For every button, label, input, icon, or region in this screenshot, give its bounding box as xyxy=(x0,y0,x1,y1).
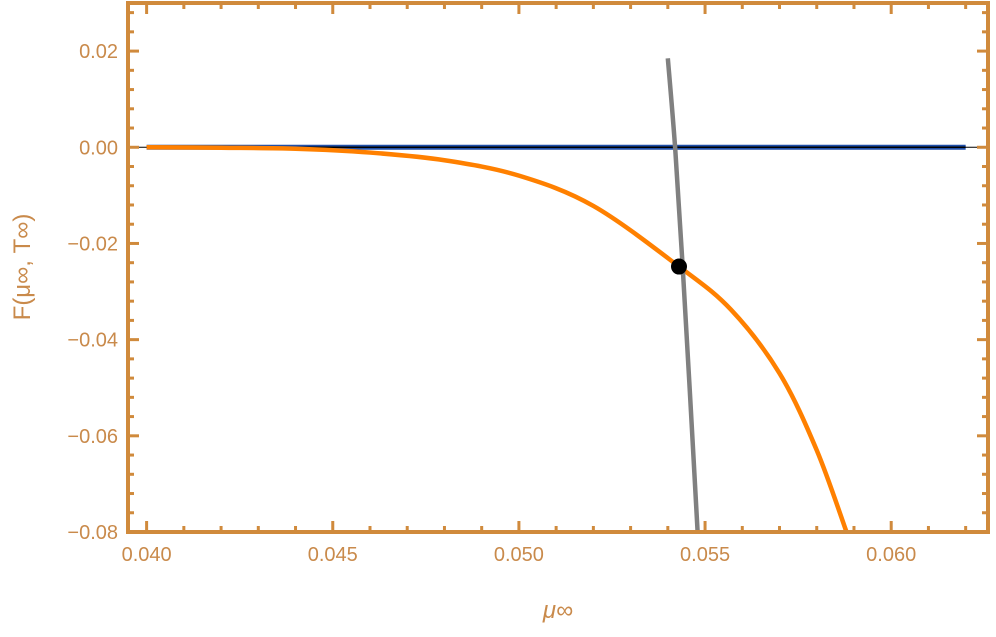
y-tick-label: −0.02 xyxy=(67,233,118,255)
plot-frame xyxy=(126,1,990,534)
x-tick-label: 0.055 xyxy=(680,544,730,566)
intersection-point xyxy=(670,258,687,275)
y-tick-label: −0.06 xyxy=(67,426,118,448)
x-tick-label: 0.045 xyxy=(308,544,358,566)
y-tick-label: 0.02 xyxy=(79,41,118,63)
y-axis-label: F(μ∞, T∞) xyxy=(9,214,36,321)
x-tick-label: 0.050 xyxy=(494,544,544,566)
x-tick-label: 0.040 xyxy=(122,544,172,566)
x-tick-label: 0.060 xyxy=(866,544,916,566)
y-tick-label: −0.08 xyxy=(67,522,118,544)
y-tick-label: 0.00 xyxy=(79,137,118,159)
series-line-1 xyxy=(146,145,849,533)
y-tick-label: −0.04 xyxy=(67,330,118,352)
series-line-2 xyxy=(665,58,700,533)
x-axis-label: μ∞ xyxy=(542,597,573,624)
